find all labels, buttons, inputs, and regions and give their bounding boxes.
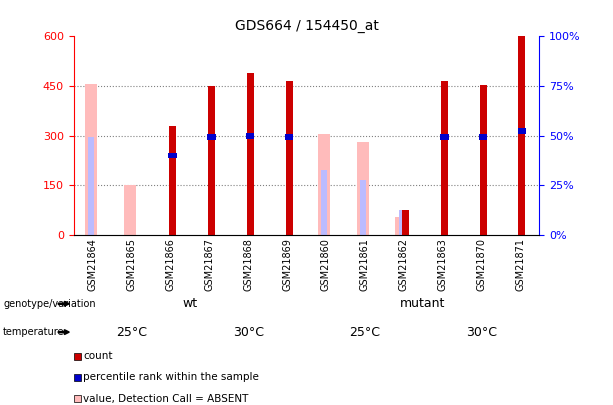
Bar — [246, 133, 254, 139]
Text: wt: wt — [183, 297, 197, 310]
Text: temperature: temperature — [3, 327, 64, 337]
Bar — [208, 86, 215, 134]
Bar — [519, 38, 525, 235]
Bar — [519, 131, 525, 235]
Bar — [285, 134, 293, 140]
Bar — [479, 140, 487, 235]
Bar — [208, 140, 215, 235]
Bar — [207, 134, 216, 140]
Bar — [321, 171, 327, 235]
Bar — [441, 81, 448, 134]
Bar — [169, 153, 177, 158]
Bar — [318, 134, 330, 235]
Bar — [360, 180, 365, 235]
Text: 25°C: 25°C — [116, 326, 147, 339]
Bar — [246, 73, 254, 133]
Text: 30°C: 30°C — [233, 326, 264, 339]
Bar — [246, 76, 254, 235]
Bar — [518, 128, 526, 134]
Title: GDS664 / 154450_at: GDS664 / 154450_at — [235, 19, 378, 33]
Text: 25°C: 25°C — [349, 326, 380, 339]
Bar — [357, 142, 369, 235]
Bar — [169, 158, 176, 235]
Bar — [169, 156, 176, 235]
Bar — [479, 85, 487, 134]
Text: genotype/variation: genotype/variation — [3, 299, 96, 309]
Bar — [479, 88, 487, 235]
Text: 30°C: 30°C — [466, 326, 497, 339]
Bar — [85, 84, 97, 235]
Text: count: count — [83, 352, 112, 361]
Bar — [479, 137, 487, 235]
Bar — [286, 140, 292, 235]
Bar — [169, 126, 176, 153]
Text: value, Detection Call = ABSENT: value, Detection Call = ABSENT — [83, 394, 248, 403]
Bar — [88, 137, 94, 235]
Bar — [519, 35, 525, 128]
Bar — [286, 84, 292, 235]
Bar — [395, 217, 408, 235]
Text: percentile rank within the sample: percentile rank within the sample — [83, 373, 259, 382]
Bar — [440, 134, 449, 140]
Bar — [441, 84, 448, 235]
Bar — [169, 129, 176, 235]
Bar — [519, 134, 525, 235]
Bar — [286, 137, 292, 235]
Bar — [441, 137, 448, 235]
Bar — [479, 134, 487, 140]
Text: mutant: mutant — [400, 297, 446, 310]
Bar — [399, 210, 405, 235]
Bar — [124, 185, 136, 235]
Bar — [402, 210, 409, 235]
Bar — [246, 136, 254, 235]
Bar — [246, 139, 254, 235]
Bar — [441, 140, 448, 235]
Bar — [208, 137, 215, 235]
Bar — [286, 81, 292, 134]
Bar — [208, 90, 215, 235]
